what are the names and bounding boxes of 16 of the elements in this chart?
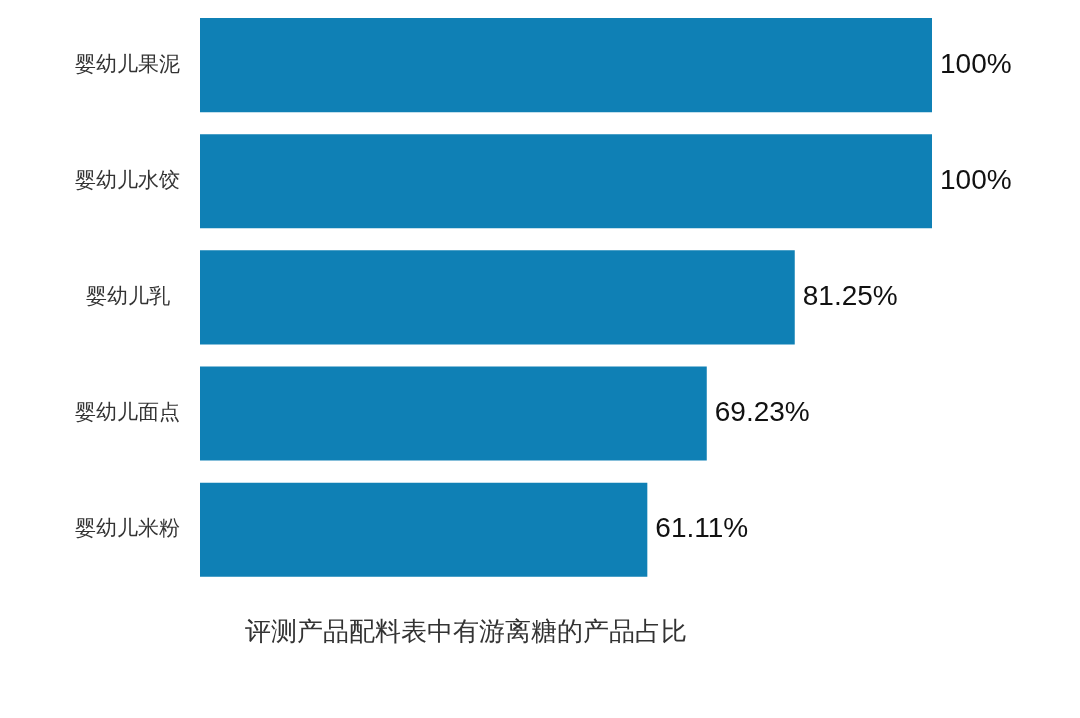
y-tick-label: 婴幼儿乳 xyxy=(85,283,170,308)
y-tick-label: 婴幼儿米粉 xyxy=(75,516,180,541)
data-label: 69.23% xyxy=(714,396,810,428)
bar xyxy=(200,18,932,113)
data-label: 100% xyxy=(940,47,1012,79)
bar xyxy=(200,250,795,345)
data-label: 81.25% xyxy=(802,280,898,312)
data-label: 61.11% xyxy=(655,512,749,544)
bar xyxy=(200,134,932,229)
y-tick-label: 婴幼儿面点 xyxy=(75,400,180,425)
data-label: 100% xyxy=(940,163,1012,195)
text: 评测产品配料表中有游离糖的产品占比 xyxy=(245,616,687,647)
bar xyxy=(200,482,648,577)
bar xyxy=(200,366,707,461)
y-tick-label: 婴幼儿果泥 xyxy=(75,51,180,76)
y-tick-label: 婴幼儿水饺 xyxy=(75,167,180,192)
